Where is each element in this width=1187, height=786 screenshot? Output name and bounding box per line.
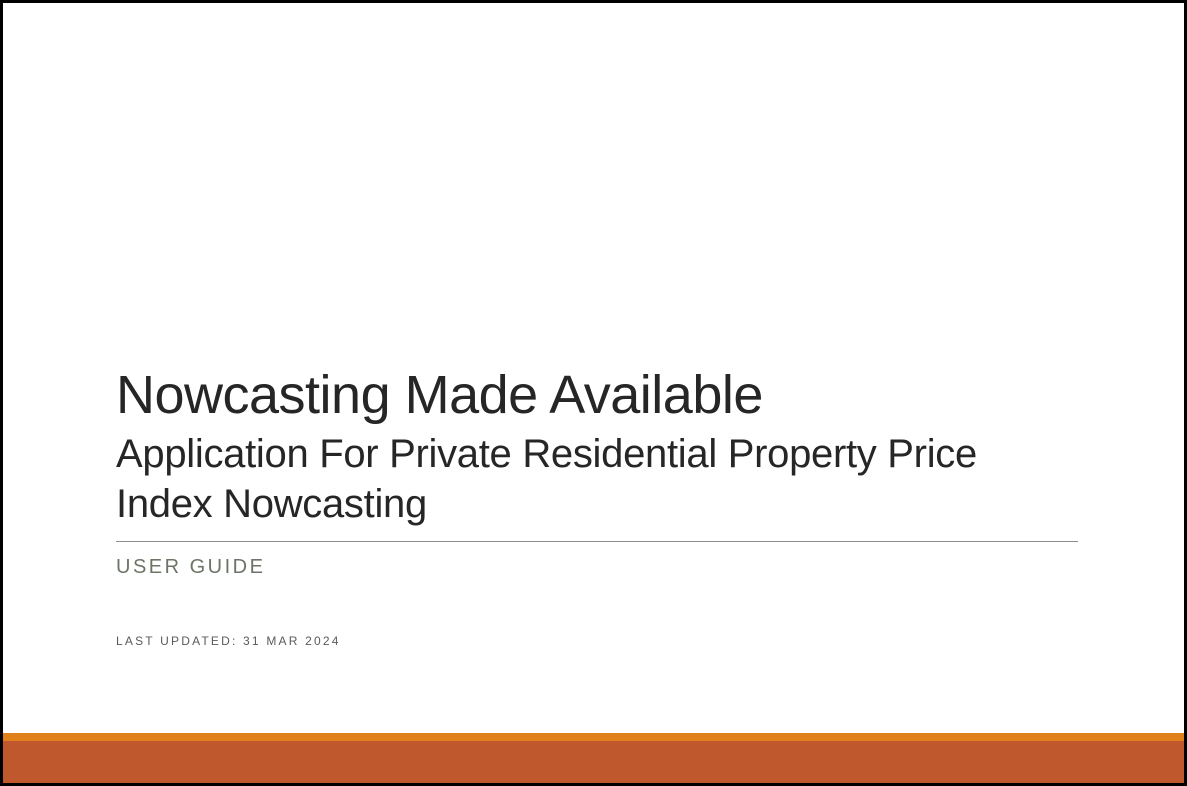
- title-block: Nowcasting Made Available Application Fo…: [116, 363, 1078, 529]
- title-divider: [116, 541, 1078, 542]
- slide-title: Nowcasting Made Available: [116, 363, 1078, 427]
- footer-band: [3, 741, 1184, 786]
- footer-accent-band: [3, 733, 1184, 741]
- last-updated-text: LAST UPDATED: 31 MAR 2024: [116, 634, 341, 648]
- slide-subtitle: Application For Private Residential Prop…: [116, 429, 1078, 529]
- guide-label: USER GUIDE: [116, 556, 265, 579]
